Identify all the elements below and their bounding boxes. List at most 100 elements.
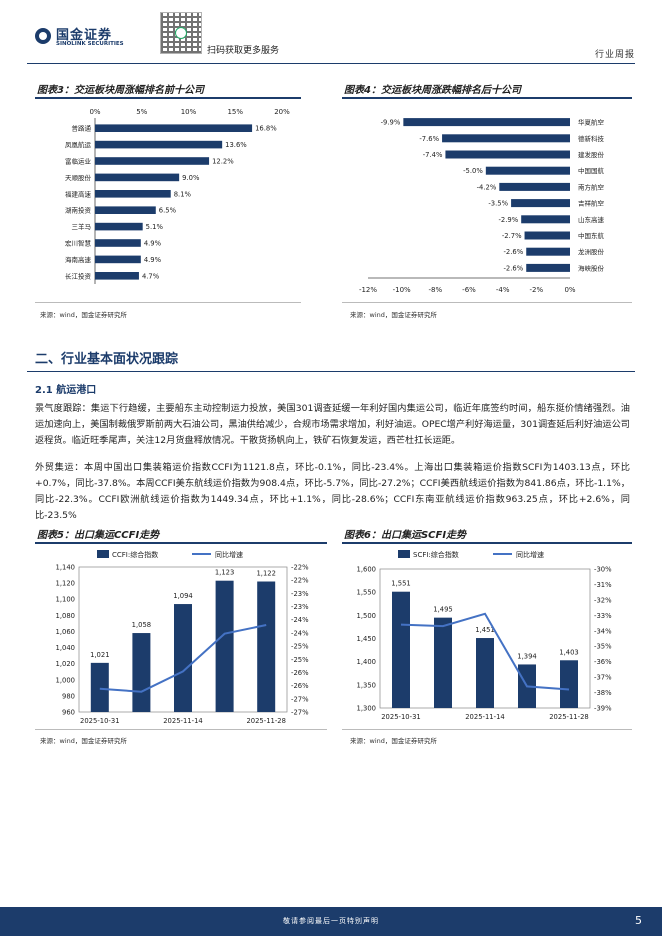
fig3-category-label: 海南高速 <box>65 255 92 264</box>
fig3-bar <box>95 255 141 264</box>
fig5-data-label: 1,058 <box>132 621 151 629</box>
fig4-x-tick-label: -6% <box>462 286 476 294</box>
fig5-y-right-tick-label: -25% <box>291 643 309 651</box>
fig6-bottom-rule <box>342 729 632 730</box>
logo-en: SINOLINK SECURITIES <box>56 41 124 47</box>
fig4-x-tick-label: -4% <box>496 286 510 294</box>
fig4-data-label: -3.5% <box>488 200 508 208</box>
fig4-category-label: 中国国航 <box>578 166 605 175</box>
fig3-bar <box>95 272 139 280</box>
fig4-category-label: 山东高速 <box>578 215 605 224</box>
fig3-title-rule <box>35 97 301 99</box>
fig6-y-right-tick-label: -30% <box>594 566 612 574</box>
fig5-title-rule <box>35 542 327 544</box>
fig3-data-label: 16.8% <box>255 125 277 133</box>
fig6-y-right-tick-label: -38% <box>594 689 612 697</box>
fig6-bar <box>434 617 452 708</box>
fig6-y-right-tick-label: -34% <box>594 627 612 635</box>
fig6-y-right-tick-label: -32% <box>594 596 612 604</box>
fig3-category-label: 湖南投资 <box>65 206 92 215</box>
fig4-data-label: -2.6% <box>503 248 523 256</box>
fig6-data-label: 1,451 <box>475 626 494 634</box>
fig4-category-label: 华夏航空 <box>578 118 605 127</box>
fig5-y-left-tick-label: 1,040 <box>56 644 75 652</box>
fig3-data-label: 4.9% <box>144 240 162 248</box>
fig4-title-rule <box>342 97 632 99</box>
fig4-data-label: -4.2% <box>477 183 497 191</box>
fig6-x-tick-label: 2025-11-14 <box>465 713 505 721</box>
fig4-category-label: 南方航空 <box>578 182 605 191</box>
fig6-y-left-tick-label: 1,400 <box>357 658 376 666</box>
fig4-title: 图表4：交运板块周涨跌幅排名后十公司 <box>344 85 521 96</box>
fig3-category-label: 三羊马 <box>72 222 92 231</box>
fig4-bar <box>511 199 570 208</box>
fig3-data-label: 4.7% <box>142 272 160 280</box>
footer-disclaimer: 敬请参阅最后一页特别声明 <box>283 917 379 925</box>
logo-cn: 国金证券 <box>56 28 113 43</box>
fig3-x-tick-label: 0% <box>89 108 100 116</box>
fig5-x-tick-label: 2025-11-28 <box>246 717 286 725</box>
fig4-data-label: -7.6% <box>419 135 439 143</box>
fig4-bar <box>403 118 570 127</box>
fig6-legend-line-label: 同比增速 <box>516 550 544 559</box>
fig6-data-label: 1,403 <box>559 648 578 656</box>
fig4-x-tick-label: 0% <box>564 286 575 294</box>
fig4-data-label: -9.9% <box>381 119 401 127</box>
fig6-data-label: 1,394 <box>517 652 536 660</box>
fig3-category-label: 凤凰航运 <box>65 140 92 149</box>
page-number: 5 <box>635 914 642 927</box>
fig6-chart: SCFI:综合指数 同比增速 1,300 1,350 1,400 1,450 1,500 1,… <box>357 550 612 721</box>
fig4-data-label: -2.7% <box>502 232 522 240</box>
fig5-y-left-tick-label: 1,120 <box>56 580 75 588</box>
fig5-chart: CCFI:综合指数 同比增速 960 980 1,000 1,020 1,040 1,060 1… <box>56 550 309 725</box>
fig6-y-left-tick-label: 1,300 <box>357 705 376 713</box>
subsection-title: 2.1 航运港口 <box>35 385 97 396</box>
fig3-data-label: 13.6% <box>225 141 247 149</box>
fig5-x-tick-label: 2025-11-14 <box>163 717 203 725</box>
fig5-y-right-tick-label: -23% <box>291 590 309 598</box>
fig5-y-left-tick-label: 1,000 <box>56 676 75 684</box>
fig3-category-label: 宏川智慧 <box>65 239 92 248</box>
fig4-category-label: 中国东航 <box>578 231 605 240</box>
header-divider <box>27 63 635 64</box>
fig6-source: 来源：wind，国金证券研究所 <box>350 737 437 745</box>
fig5-y-left-tick-label: 1,080 <box>56 612 75 620</box>
paragraph-outlook: 景气度跟踪：集运下行趋缓，主要船东主动控制运力投放，美国301调查延缓一年利好国… <box>35 403 630 446</box>
fig4-bar <box>442 134 570 143</box>
fig5-bar <box>215 580 234 712</box>
fig3-category-label: 普路通 <box>72 124 92 133</box>
fig4-bar <box>524 231 570 240</box>
fig3-data-label: 5.1% <box>146 223 164 231</box>
section-divider <box>27 371 635 372</box>
fig5-y-left-tick-label: 960 <box>62 709 75 717</box>
fig3-data-label: 9.0% <box>182 174 200 182</box>
fig4-bar <box>485 166 570 175</box>
fig3-x-tick-label: 15% <box>227 108 243 116</box>
fig5-y-right-tick-label: -27% <box>291 709 309 717</box>
qr-caption: 扫码获取更多服务 <box>207 46 280 56</box>
fig3-source: 来源：wind，国金证券研究所 <box>40 311 127 319</box>
section-title: 二、行业基本面状况跟踪 <box>35 352 179 367</box>
fig3-bottom-rule <box>35 302 301 303</box>
page-footer: 敬请参阅最后一页特别声明 5 <box>0 907 662 936</box>
fig4-category-label: 德新科技 <box>578 134 605 143</box>
fig5-y-right-tick-label: -23% <box>291 603 309 611</box>
fig5-source: 来源：wind，国金证券研究所 <box>40 737 127 745</box>
fig4-x-tick-label: -10% <box>393 286 411 294</box>
fig6-y-left-tick-label: 1,500 <box>357 612 376 620</box>
fig4-data-label: -2.9% <box>498 216 518 224</box>
fig4-category-label: 龙洲股份 <box>578 247 605 256</box>
fig6-x-tick-label: 2025-10-31 <box>381 713 421 721</box>
fig4-category-label: 吉祥航空 <box>578 199 605 208</box>
fig3-category-label: 福建高速 <box>65 189 92 198</box>
fig3-bar <box>95 157 210 165</box>
fig4-bar <box>521 215 570 224</box>
fig5-y-right-tick-label: -25% <box>291 656 309 664</box>
fig5-y-left-tick-label: 1,060 <box>56 628 75 636</box>
fig6-legend-bar-swatch <box>398 550 410 558</box>
fig5-data-label: 1,094 <box>173 592 192 600</box>
fig6-y-left-tick-label: 1,350 <box>357 681 376 689</box>
fig6-y-right-tick-label: -35% <box>594 643 612 651</box>
fig3-bar <box>95 190 171 198</box>
fig3-bar <box>95 222 143 231</box>
